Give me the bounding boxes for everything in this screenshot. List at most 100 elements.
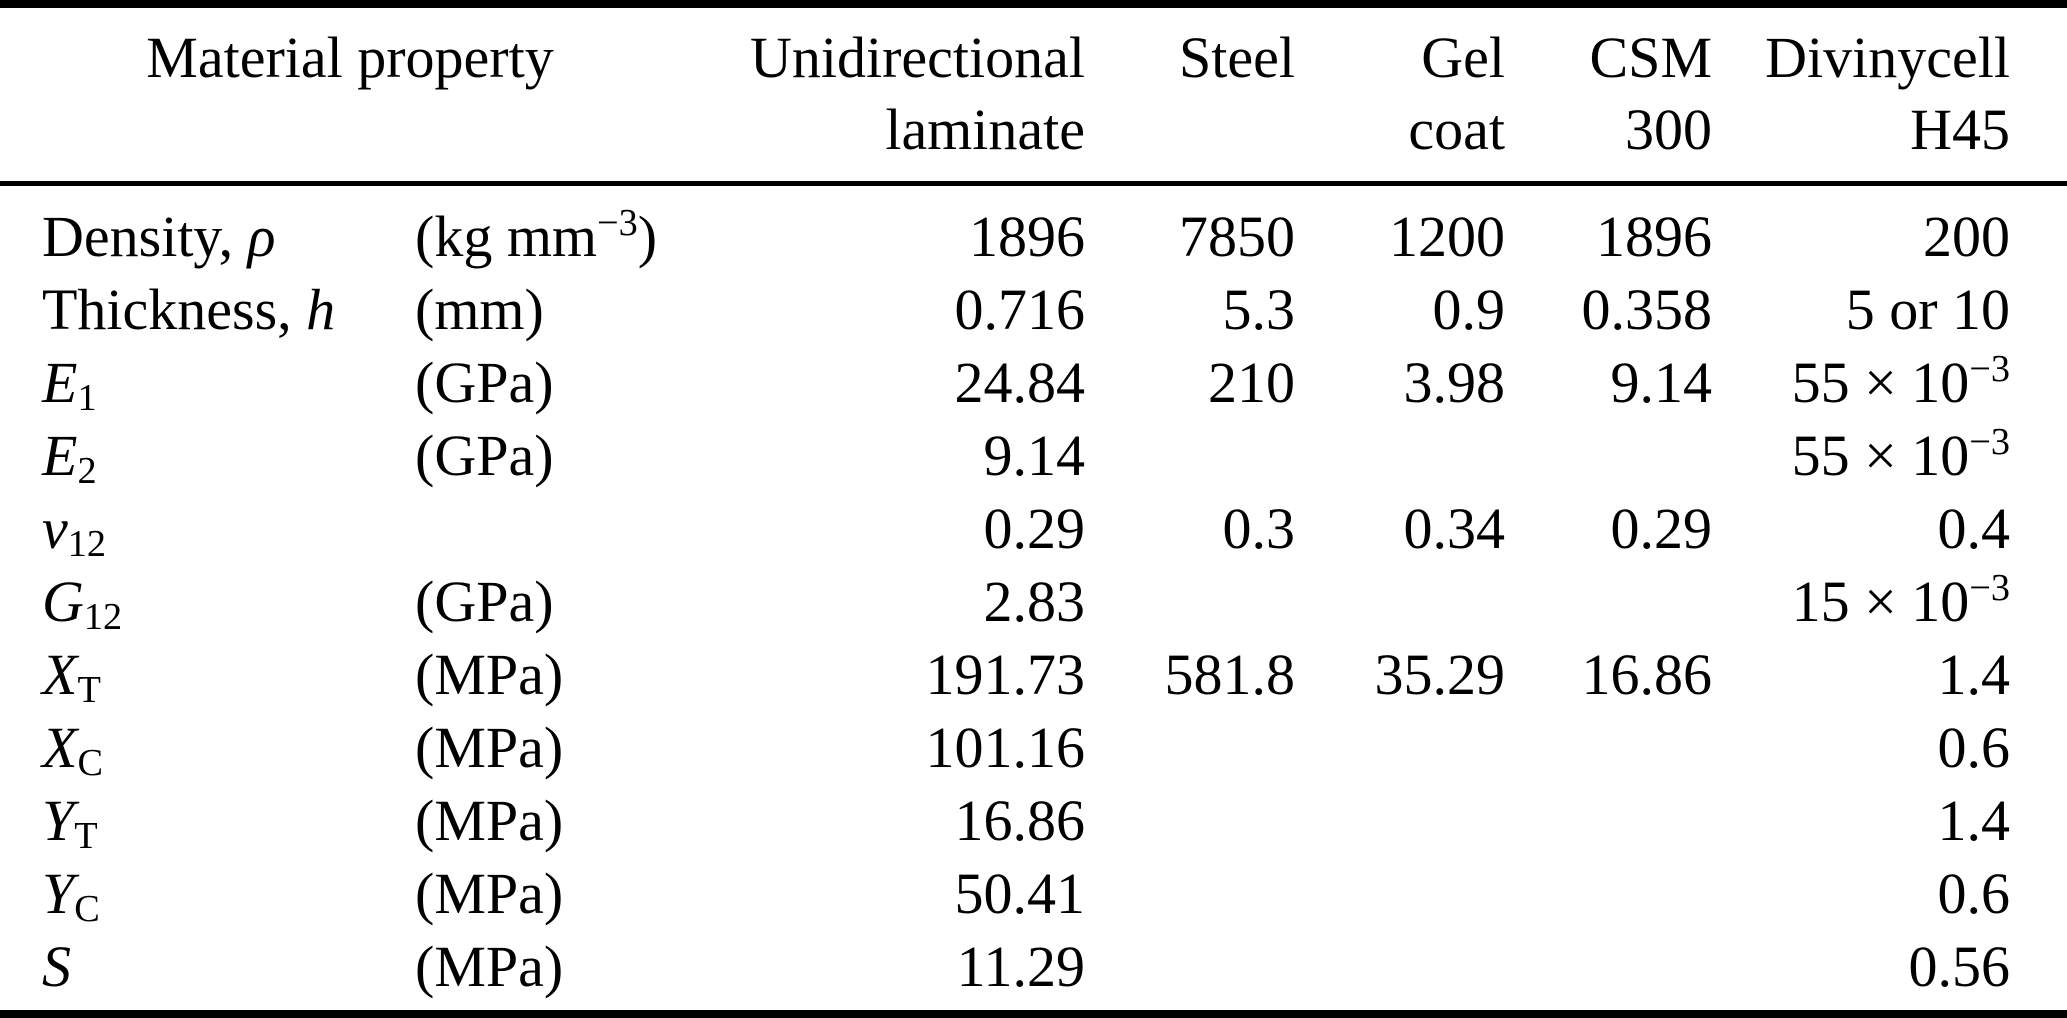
value-cell-e2-csm-300 <box>1505 419 1712 492</box>
table-body: Density, ρ (kg mm−3) 1896 7850 1200 1896 200 Th… <box>0 184 2067 1015</box>
text-run: h <box>306 277 336 342</box>
value-cell-thickness-unidirectional-laminate: 0.716 <box>954 277 1086 342</box>
unit-cell-g12: (GPa) <box>415 565 700 638</box>
value-cell-e1-divinycell-h45: 55 × 10−3 <box>1712 346 2067 419</box>
header-line: coat <box>1408 97 1506 162</box>
text-run: (MPa) <box>415 934 564 999</box>
property-cell-xt: XT <box>0 638 415 711</box>
value-cell-g12-gel-coat <box>1295 565 1505 638</box>
value-cell-g12-steel <box>1085 565 1295 638</box>
value-cell-nu12-steel: 0.3 <box>1222 496 1296 561</box>
text-run: ) <box>637 204 658 269</box>
table-header: Material property Unidirectional laminat… <box>0 4 2067 186</box>
value-cell-s-gel-coat <box>1295 930 1505 1014</box>
value-cell-e1-steel: 210 <box>1208 350 1296 415</box>
value-cell-yc-csm-300 <box>1505 857 1712 930</box>
header-line: Unidirectional <box>750 25 1086 90</box>
property-cell-thickness: Thickness, h <box>0 273 415 346</box>
table-row-s: S (MPa) 11.29 0.56 <box>0 930 2067 1014</box>
value-cell-xt-gel-coat: 35.29 <box>1374 642 1506 707</box>
text-run: (kg mm <box>415 204 598 269</box>
value-cell-nu12-gel-coat: 0.34 <box>1403 496 1506 561</box>
table-row-nu12: ν12 0.29 0.3 0.34 0.29 0.4 <box>0 492 2067 565</box>
value-cell-xc-divinycell-h45: 0.6 <box>1937 715 2011 780</box>
table-row-density: Density, ρ (kg mm−3) 1896 7850 1200 1896 200 <box>0 184 2067 274</box>
header-col-csm-300: CSM 300 <box>1505 4 1713 186</box>
header-line: Gel <box>1421 25 1506 90</box>
property-cell-yc: YC <box>0 857 415 930</box>
value-cell-e1-csm-300: 9.14 <box>1610 350 1713 415</box>
value-cell-nu12-divinycell-h45: 0.4 <box>1937 496 2011 561</box>
text-run: 55 × 10 <box>1791 350 1970 415</box>
text-run: E <box>42 423 78 488</box>
header-material-property: Material property <box>0 4 701 186</box>
value-cell-s-csm-300 <box>1505 930 1712 1014</box>
value-cell-xc-steel <box>1085 711 1295 784</box>
header-line: Divinycell <box>1765 25 2011 90</box>
text-run: 15 × 10 <box>1791 569 1970 634</box>
text-run: (MPa) <box>415 861 564 926</box>
header-col-steel: Steel <box>1085 4 1296 186</box>
property-cell-yt: YT <box>0 784 415 857</box>
value-cell-s-unidirectional-laminate: 11.29 <box>956 934 1086 999</box>
unit-cell-thickness: (mm) <box>415 273 700 346</box>
value-cell-xt-csm-300: 16.86 <box>1581 642 1713 707</box>
text-run: −3 <box>1969 566 2011 609</box>
text-run: (GPa) <box>415 350 554 415</box>
value-cell-g12-unidirectional-laminate: 2.83 <box>983 569 1086 634</box>
text-run: Density, <box>42 204 248 269</box>
text-run: T <box>77 669 101 712</box>
text-run: −3 <box>597 201 638 244</box>
value-cell-xt-steel: 581.8 <box>1164 642 1296 707</box>
property-cell-s: S <box>0 930 415 1014</box>
unit-cell-e2: (GPa) <box>415 419 700 492</box>
unit-cell-e1: (GPa) <box>415 346 700 419</box>
value-cell-density-csm-300: 1896 <box>1596 204 1713 269</box>
property-cell-e1: E1 <box>0 346 415 419</box>
header-row: Material property Unidirectional laminat… <box>0 4 2067 186</box>
text-run: 12 <box>83 596 123 639</box>
property-cell-e2: E2 <box>0 419 415 492</box>
value-cell-density-divinycell-h45: 200 <box>1923 204 2011 269</box>
text-run: Y <box>42 788 75 853</box>
text-run: (GPa) <box>415 569 554 634</box>
value-cell-nu12-csm-300: 0.29 <box>1610 496 1713 561</box>
value-cell-e2-divinycell-h45: 55 × 10−3 <box>1712 419 2067 492</box>
header-line: H45 <box>1910 97 2011 162</box>
value-cell-e2-unidirectional-laminate: 9.14 <box>983 423 1086 488</box>
unit-cell-density: (kg mm−3) <box>415 184 700 274</box>
value-cell-yt-steel <box>1085 784 1295 857</box>
text-run: −3 <box>1969 420 2011 463</box>
value-cell-thickness-steel: 5.3 <box>1222 277 1296 342</box>
value-cell-yc-unidirectional-laminate: 50.41 <box>954 861 1086 926</box>
text-run: S <box>42 934 71 999</box>
value-cell-thickness-csm-300: 0.358 <box>1581 277 1713 342</box>
value-cell-yt-unidirectional-laminate: 16.86 <box>954 788 1086 853</box>
header-line: Material property <box>146 25 554 90</box>
text-run: G <box>42 569 84 634</box>
table-row-xt: XT (MPa) 191.73 581.8 35.29 16.86 1.4 <box>0 638 2067 711</box>
value-cell-e2-gel-coat <box>1295 419 1505 492</box>
header-col-divinycell-h45: Divinycell H45 <box>1712 4 2067 186</box>
value-cell-s-steel <box>1085 930 1295 1014</box>
text-run: (MPa) <box>415 788 564 853</box>
table-row-e2: E2 (GPa) 9.14 55 × 10−3 <box>0 419 2067 492</box>
text-run: C <box>74 888 100 931</box>
value-cell-yc-divinycell-h45: 0.6 <box>1937 861 2011 926</box>
value-cell-density-steel: 7850 <box>1179 204 1296 269</box>
value-cell-g12-csm-300 <box>1505 565 1712 638</box>
property-cell-density: Density, ρ <box>0 184 415 274</box>
unit-cell-yt: (MPa) <box>415 784 700 857</box>
value-cell-xt-unidirectional-laminate: 191.73 <box>925 642 1086 707</box>
text-run: (mm) <box>415 277 544 342</box>
value-cell-yt-csm-300 <box>1505 784 1712 857</box>
unit-cell-xt: (MPa) <box>415 638 700 711</box>
value-cell-thickness-divinycell-h45: 5 or 10 <box>1845 277 2011 342</box>
value-cell-yt-divinycell-h45: 1.4 <box>1937 788 2011 853</box>
text-run: ν <box>42 496 68 561</box>
table-row-e1: E1 (GPa) 24.84 210 3.98 9.14 55 × 10−3 <box>0 346 2067 419</box>
value-cell-e2-steel <box>1085 419 1295 492</box>
value-cell-s-divinycell-h45: 0.56 <box>1908 934 2011 999</box>
text-run: 12 <box>67 523 107 566</box>
